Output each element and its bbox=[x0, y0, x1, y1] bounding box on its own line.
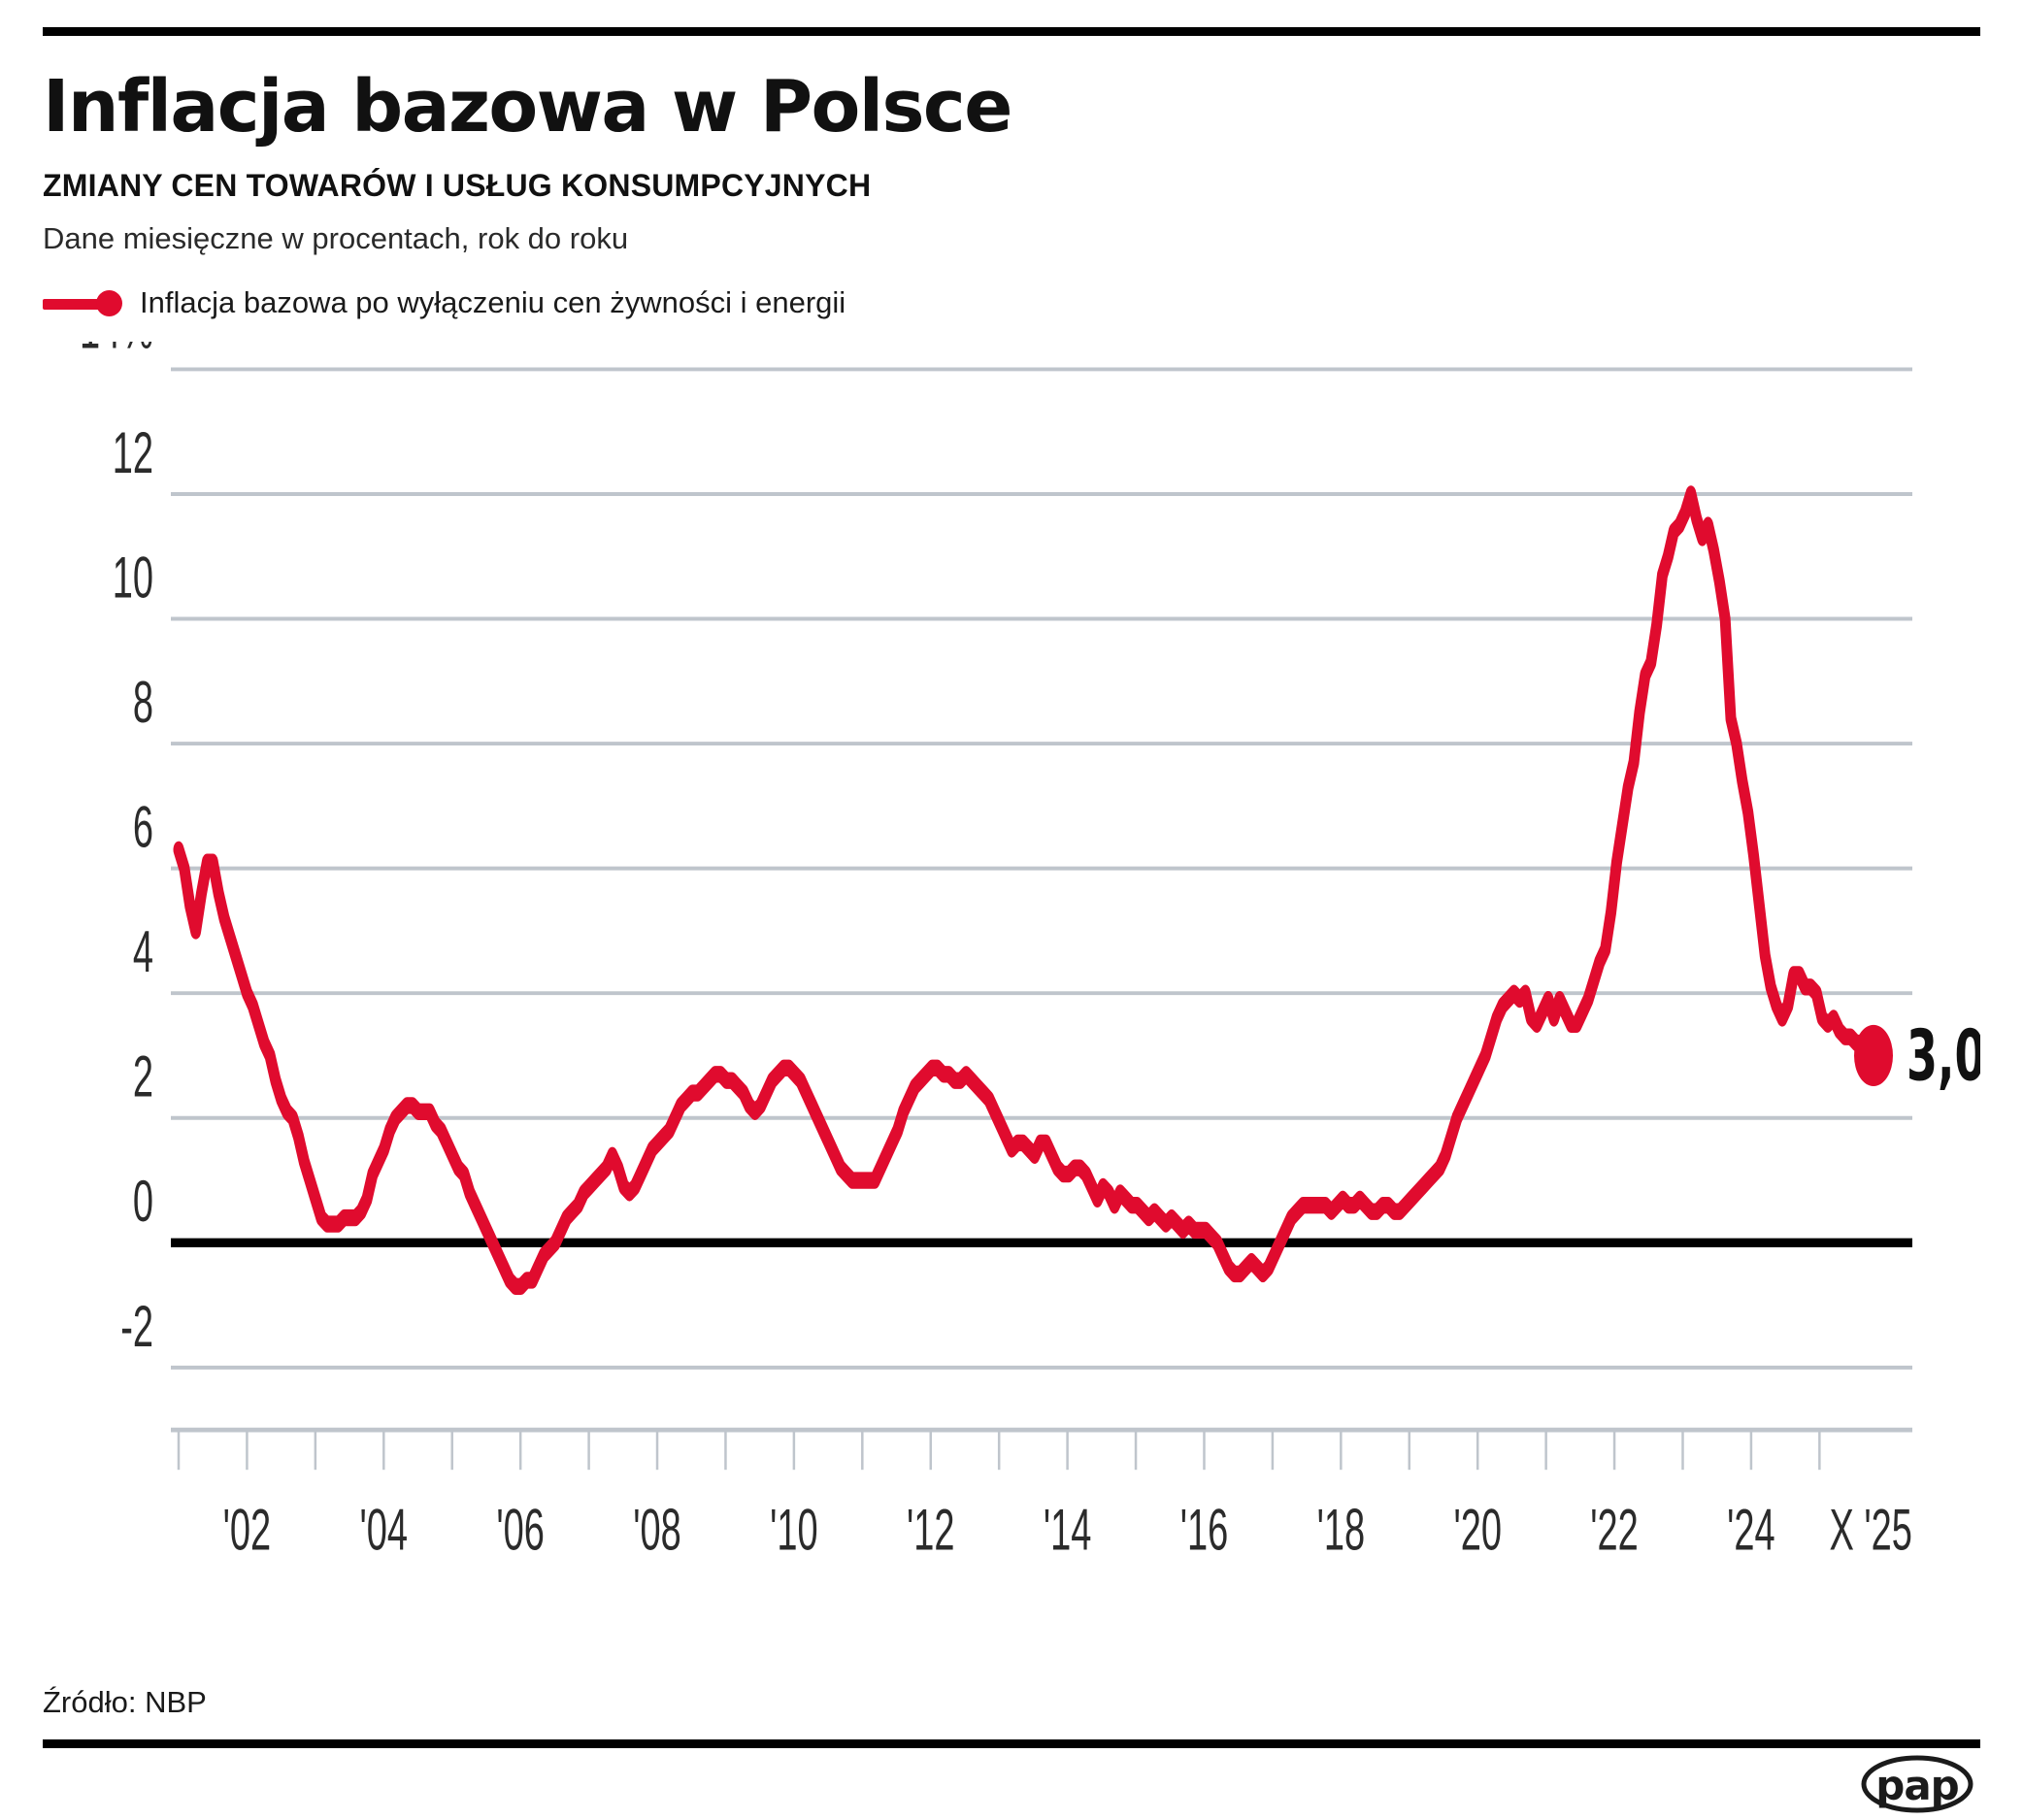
series-line-inflation bbox=[173, 485, 1879, 1295]
x-axis-tick-label: '02 bbox=[223, 1498, 272, 1563]
y-axis-tick-label: 14% bbox=[80, 342, 153, 360]
page-subtitle: ZMIANY CEN TOWARÓW I USŁUG KONSUMPCYJNYC… bbox=[43, 168, 872, 203]
top-rule bbox=[43, 27, 1980, 36]
chart-legend: Inflacja bazowa po wyłączeniu cen żywnoś… bbox=[43, 281, 1980, 324]
y-axis-tick-label: 12 bbox=[113, 420, 153, 485]
x-axis-ticks-group bbox=[171, 1427, 1912, 1471]
page-description: Dane miesięczne w procentach, rok do rok… bbox=[43, 221, 629, 255]
last-value-label: 3,0% bbox=[1907, 1016, 1980, 1098]
y-axis-tick-label: 0 bbox=[133, 1169, 153, 1234]
x-axis-tick-label: '12 bbox=[907, 1498, 955, 1563]
y-axis-tick-label: 4 bbox=[133, 919, 153, 984]
x-axis-tick-label: X '25 bbox=[1829, 1498, 1911, 1563]
x-axis-labels-group: '02 '04 '06 '08 '10 '12 '14 '16 '18 '20 '22 '24 X '2… bbox=[223, 1498, 1912, 1563]
x-axis-tick-label: '04 bbox=[360, 1498, 409, 1563]
page-title: Inflacja bazowa w Polsce bbox=[43, 65, 1012, 149]
x-axis-tick-label: '20 bbox=[1453, 1498, 1502, 1563]
legend-item-label: Inflacja bazowa po wyłączeniu cen żywnoś… bbox=[140, 285, 846, 319]
pap-logo: pap bbox=[1861, 1755, 1973, 1813]
x-axis-tick-label: '24 bbox=[1727, 1498, 1775, 1563]
x-axis-tick-label: '22 bbox=[1590, 1498, 1639, 1563]
legend-line-dot-icon bbox=[43, 290, 122, 316]
end-point-dot bbox=[1854, 1024, 1893, 1087]
footer: Źródło: NBP bbox=[43, 1660, 1980, 1734]
y-axis-tick-label: 8 bbox=[133, 670, 153, 735]
x-axis-tick-label: '08 bbox=[633, 1498, 681, 1563]
svg-text:pap: pap bbox=[1875, 1762, 1958, 1809]
header: Inflacja bazowa w Polsce ZMIANY CEN TOWA… bbox=[43, 36, 1980, 342]
x-axis-tick-label: '16 bbox=[1180, 1498, 1229, 1563]
inflation-line-chart: -202468101214% '02'04'06'08'10'12'14'16'… bbox=[80, 342, 1980, 1563]
x-axis-tick-label: '18 bbox=[1317, 1498, 1366, 1563]
y-axis-tick-label: -2 bbox=[120, 1294, 153, 1359]
y-axis-tick-label: 10 bbox=[113, 546, 153, 611]
x-axis-tick-label: '06 bbox=[496, 1498, 545, 1563]
y-axis-tick-label: 6 bbox=[133, 795, 153, 860]
x-axis-tick-label: '14 bbox=[1044, 1498, 1092, 1563]
chart-plot-area: -202468101214% '02'04'06'08'10'12'14'16'… bbox=[43, 342, 1980, 1660]
y-axis-tick-label: 2 bbox=[133, 1044, 153, 1109]
gridlines-group bbox=[171, 367, 1912, 1370]
x-axis-tick-label: '10 bbox=[770, 1498, 818, 1563]
bottom-rule bbox=[43, 1739, 1980, 1748]
source-note: Źródło: NBP bbox=[43, 1685, 207, 1719]
y-axis-labels-group: -2 0 2 4 6 8 10 12 14% bbox=[80, 342, 153, 1359]
logo-row: pap bbox=[43, 1748, 1980, 1820]
